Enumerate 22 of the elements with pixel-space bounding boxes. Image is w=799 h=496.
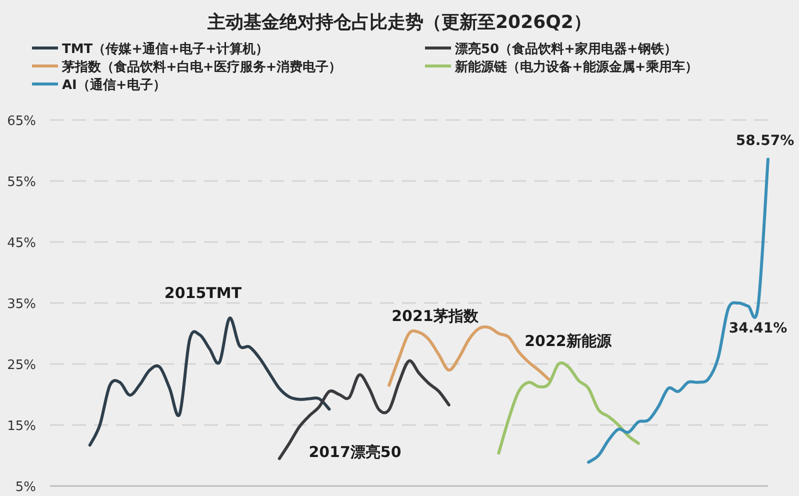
annotation: 2017漂亮50 <box>308 443 402 461</box>
line-series <box>497 361 640 455</box>
y-tick-label: 15% <box>7 419 36 434</box>
legend-label: TMT（传媒+通信+电子+计算机） <box>62 41 268 57</box>
y-tick-label: 35% <box>7 297 36 312</box>
chart-title: 主动基金绝对持仓占比走势（更新至2026Q2） <box>206 12 592 33</box>
legend-label: 茅指数（食品饮料+白电+医疗服务+消费电子） <box>61 59 342 75</box>
y-tick-label: 25% <box>7 358 36 373</box>
data-label: 58.57% <box>736 133 794 150</box>
y-tick-label: 65% <box>7 114 36 129</box>
data-label: 34.41% <box>728 320 788 337</box>
y-tick-label: 55% <box>7 175 36 190</box>
annotation: 2021茅指数 <box>392 307 480 325</box>
legend-label: 新能源链（电力设备+能源金属+乘用车） <box>454 59 698 75</box>
line-series <box>88 316 331 447</box>
legend-label: 漂亮50（食品饮料+家用电器+钢铁） <box>454 41 677 57</box>
line-series <box>278 359 450 460</box>
y-tick-label: 5% <box>15 480 36 495</box>
annotation: 2015TMT <box>164 284 242 302</box>
legend-label: AI（通信+电子） <box>62 77 166 93</box>
annotation: 2022新能源 <box>524 332 612 350</box>
y-tick-label: 45% <box>7 236 36 251</box>
